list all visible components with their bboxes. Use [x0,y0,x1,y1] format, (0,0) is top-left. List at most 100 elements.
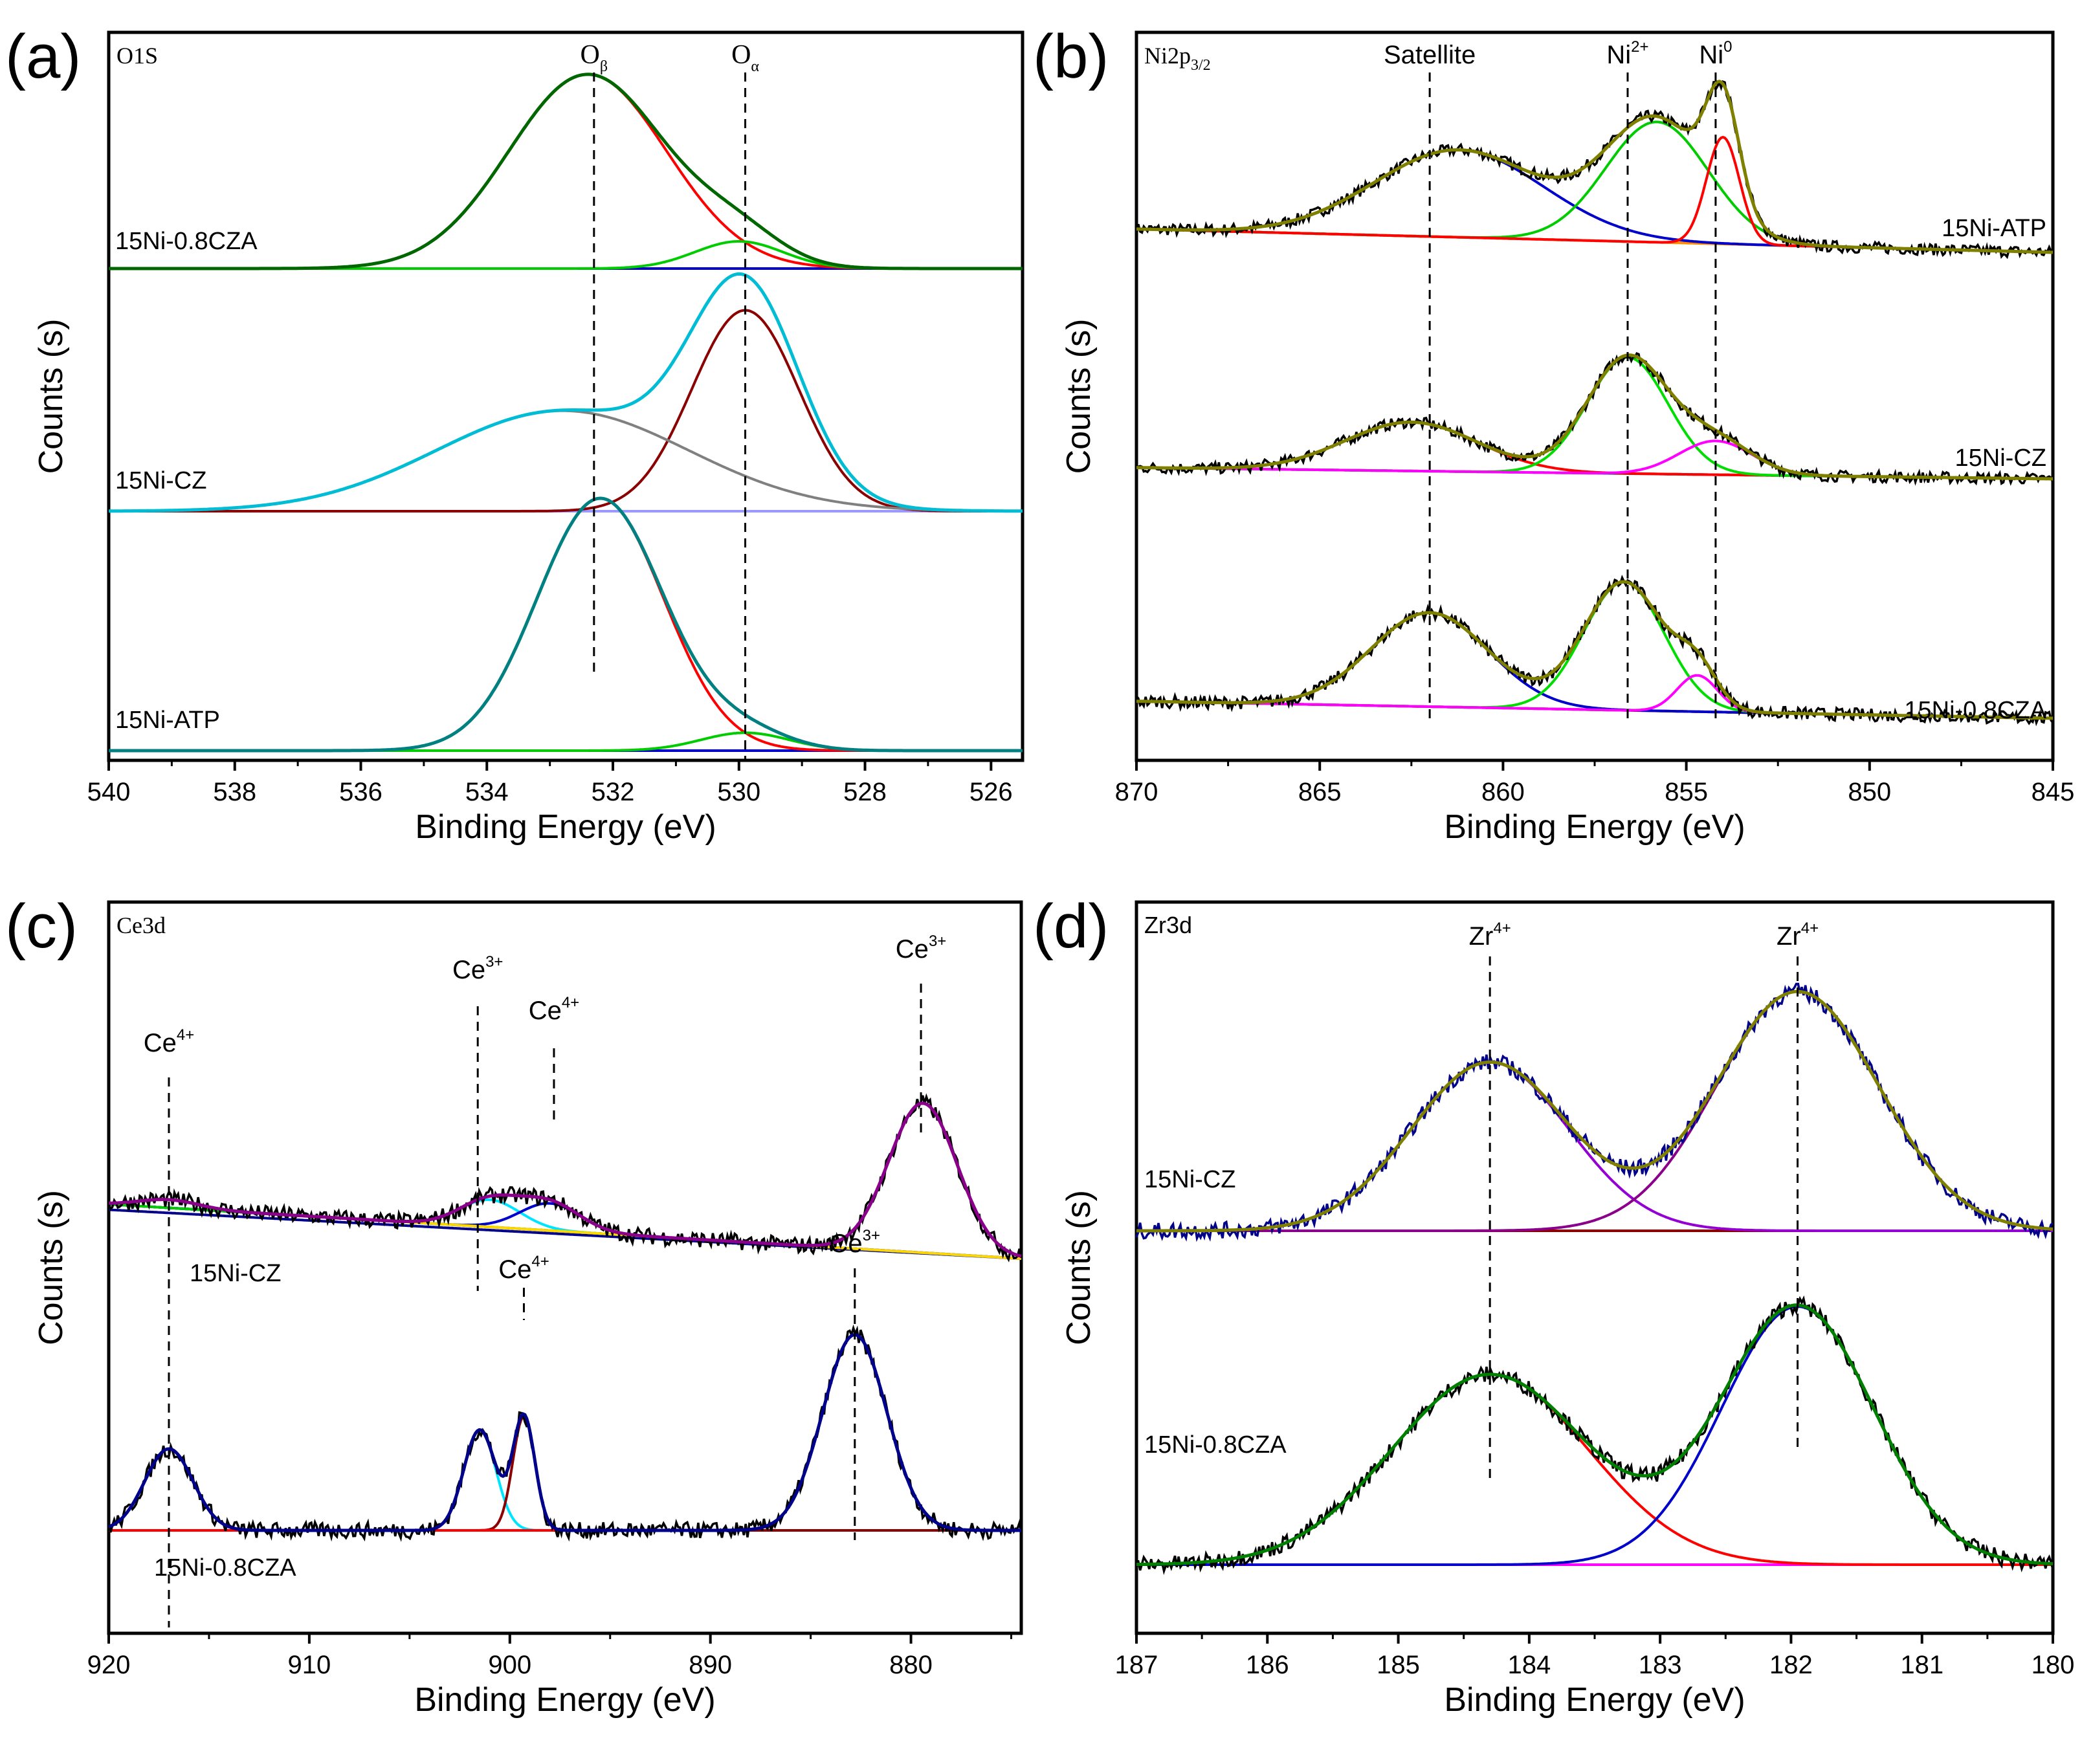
fit-envelope [108,272,1023,513]
component-Ce3+ v [109,1333,1021,1532]
component-Ni2+ [1136,356,2053,480]
series-15Ni-CZ [1135,982,2054,1242]
series-15Ni-ATP [1135,80,2054,259]
element-label: Ce3d [116,912,166,938]
fit-envelope [1136,80,2054,254]
peak-marker-label: Ce3+ [896,932,947,964]
plot-frame [107,30,1024,762]
x-tick-label: 910 [288,1651,331,1679]
peak-marker-label: Ce3+ [452,953,504,984]
series-15Ni-CZ [107,1093,1023,1262]
y-axis-title: Counts (s) [1060,319,1098,474]
x-tick-label: 540 [87,778,131,806]
x-tick-label: 855 [1665,778,1708,806]
y-axis-title: Counts (s) [1060,1190,1098,1345]
y-axis-title: Counts (s) [32,1190,70,1345]
peak-marker-label: Satellite [1384,41,1476,69]
sample-label: 15Ni-ATP [1942,215,2046,242]
peak-marker-label: Ni2+ [1606,38,1648,69]
x-tick-label: 538 [213,778,256,806]
panel-c: 920 910 900 890 880 Binding Energy (eV) Counts… [5,892,1023,1719]
x-tick-label: 536 [339,778,382,806]
peak-marker-label: Zr4+ [1469,920,1511,951]
x-tick-label: 528 [843,778,887,806]
raw-data-curve [1135,80,2054,259]
panel-b: 870 865 860 855 850 845 Binding Energy (eV) Cou… [1033,22,2074,846]
panel-d: 187 186 185 184 183 182 181 180 Binding Energy (… [1033,892,2074,1719]
x-tick-label: 920 [87,1651,131,1679]
element-label: Zr3d [1144,912,1192,938]
panel-letter: (a) [5,22,81,91]
x-tick-label: 890 [689,1651,732,1679]
x-tick-label: 865 [1298,778,1342,806]
panel-letter: (d) [1033,892,1109,961]
fit-envelope [109,72,1023,270]
component-Ce4+ [109,1415,1021,1532]
x-tick-label: 534 [465,778,509,806]
sample-label: 15Ni-CZ [115,467,206,494]
fit-envelope [1136,1303,2054,1566]
component-O-alpha [109,731,1023,752]
x-tick-label: 185 [1377,1651,1420,1679]
peak-marker-label: Ni0 [1699,38,1732,69]
element-label: Ni2p3/2 [1144,43,1211,74]
component-Zr 3d5/2 [1136,990,2054,1232]
fit-envelope [1136,580,2054,720]
peak-marker-label: Ce4+ [529,994,580,1025]
x-tick-label: 860 [1481,778,1525,806]
plot-frame [1135,900,2055,1635]
sample-label: 15Ni-ATP [115,707,220,734]
fit-envelope [108,1101,1022,1258]
fit-envelope [108,1333,1021,1532]
peak-marker-label: Ce4+ [144,1026,195,1057]
element-label: O1S [116,43,158,69]
x-tick-label: 187 [1115,1651,1158,1679]
component-Ni0 [1136,135,2054,254]
raw-data-curve [107,1093,1023,1262]
x-tick-label: 183 [1639,1651,1682,1679]
peak-marker-label: Oα [731,40,759,75]
component-Ce4+ u [108,1447,1021,1532]
x-tick-label: 845 [2032,778,2075,806]
series-15Ni-0.8CZA [1136,1295,2054,1576]
peak-marker-label: Oβ [581,40,608,75]
panel-a: 540 538 536 534 532 530 528 526 Binding Energy (… [5,22,1024,846]
panel-letter: (b) [1033,22,1109,91]
x-tick-label: 181 [1900,1651,1944,1679]
fit-envelope [1136,989,2054,1233]
x-tick-label: 870 [1115,778,1158,806]
series-15Ni-0.8CZA [109,72,1023,270]
component-Zr 3d3/2 [1136,1373,2053,1566]
y-axis-title: Counts (s) [32,319,70,474]
fit-envelope [1136,353,2053,481]
fit-envelope [109,496,1023,753]
x-axis-title: Binding Energy (eV) [1444,1681,1745,1719]
series-15Ni-CZ [108,272,1023,513]
x-axis-title: Binding Energy (eV) [415,808,716,846]
component-O-beta [108,409,1023,513]
series-15Ni-ATP [109,496,1023,753]
raw-data-curve [107,1324,1023,1542]
peak-marker-label: Ce4+ [498,1253,549,1284]
raw-data-curve [1135,982,2054,1242]
sample-label: 15Ni-CZ [190,1260,281,1287]
x-tick-label: 526 [969,778,1013,806]
x-tick-label: 180 [2032,1651,2075,1679]
x-axis-title: Binding Energy (eV) [1444,808,1745,846]
component-Ce3+ [109,1428,1021,1532]
sample-label: 15Ni-CZ [1144,1166,1235,1193]
sample-label: 15Ni-0.8CZA [1904,697,2046,724]
series-15Ni-0.8CZA [107,1324,1023,1542]
x-tick-label: 184 [1507,1651,1551,1679]
plot-frame [107,900,1023,1635]
x-tick-label: 182 [1769,1651,1813,1679]
sample-label: 15Ni-0.8CZA [154,1554,296,1582]
peak-marker-label: Ce3+ [830,1227,881,1258]
x-tick-label: 900 [488,1651,531,1679]
panel-letter: (c) [5,892,78,961]
x-axis-title: Binding Energy (eV) [414,1681,715,1719]
component-Ni0 [1136,439,2053,480]
series-15Ni-0.8CZA [1135,575,2054,727]
x-tick-label: 880 [889,1651,933,1679]
